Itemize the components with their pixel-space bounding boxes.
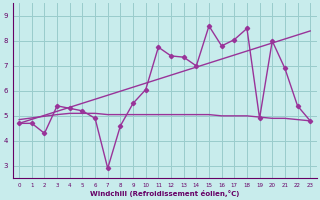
- X-axis label: Windchill (Refroidissement éolien,°C): Windchill (Refroidissement éolien,°C): [90, 190, 239, 197]
